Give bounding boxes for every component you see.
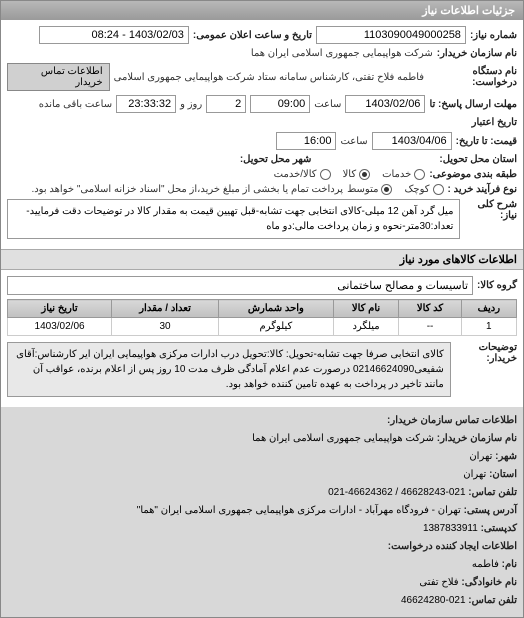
radio-small[interactable]: کوچک xyxy=(404,184,443,195)
radio-services[interactable]: خدمات xyxy=(382,169,425,180)
remaining-time-field: 23:33:32 xyxy=(116,95,176,113)
c-city-label: شهر: xyxy=(495,451,517,462)
c-name: فاطمه xyxy=(472,559,499,570)
response-time-field: 09:00 xyxy=(250,95,310,113)
group-field: تاسیسات و مصالح ساختمانی xyxy=(7,276,473,295)
packaging-radio-group: خدمات کالا کالا/خدمت xyxy=(274,169,426,180)
requester-value: فاطمه فلاح تفتی، کارشناس سامانه ستاد شرک… xyxy=(114,72,424,83)
c-family: فلاح تفتی xyxy=(419,577,458,588)
goods-table: ردیف کد کالا نام کالا واحد شمارش تعداد /… xyxy=(7,299,517,336)
validity-label: تاریخ اعتبار xyxy=(472,117,517,128)
requester-label: نام دستگاه درخواست: xyxy=(428,66,517,88)
response-date-field: 1403/02/06 xyxy=(345,95,425,113)
col-code: کد کالا xyxy=(399,300,461,318)
general-desc-box: میل گرد آهن 12 میلی-کالای انتخابی جهت تش… xyxy=(7,199,460,239)
goods-section: گروه کالا: تاسیسات و مصالح ساختمانی ردیف… xyxy=(1,270,523,407)
panel-title: جزئیات اطلاعات نیاز xyxy=(1,1,523,20)
col-date: تاریخ نیاز xyxy=(8,300,112,318)
price-until-label: قیمت: تا تاریخ: xyxy=(456,136,517,147)
cell-code: -- xyxy=(399,318,461,336)
time-label-1: ساعت xyxy=(314,99,341,110)
c-phone2-label: تلفن تماس: xyxy=(468,595,517,606)
cell-index: 1 xyxy=(461,318,516,336)
contact-section: اطلاعات تماس سازمان خریدار: نام سازمان خ… xyxy=(1,407,523,617)
remaining-label: ساعت باقی مانده xyxy=(39,99,112,110)
province-label: استان محل تحویل: xyxy=(439,154,517,165)
col-unit: واحد شمارش xyxy=(219,300,334,318)
c-family-label: نام خانوادگی: xyxy=(461,577,517,588)
radio-medium[interactable]: متوسط xyxy=(347,184,392,195)
radio-both[interactable]: کالا/خدمت xyxy=(274,169,331,180)
group-label: گروه کالا: xyxy=(477,280,517,291)
payment-radio-group: کوچک متوسط xyxy=(347,184,443,195)
c-city: تهران xyxy=(469,451,492,462)
validity-date-field: 1403/04/06 xyxy=(372,132,452,150)
validity-time-field: 16:00 xyxy=(276,132,336,150)
cell-unit: کیلوگرم xyxy=(219,318,334,336)
days-label: روز و xyxy=(180,99,202,110)
c-org-label: نام سازمان خریدار: xyxy=(437,433,517,444)
radio-icon xyxy=(433,184,444,195)
payment-note: پرداخت تمام یا بخشی از مبلغ خرید،از محل … xyxy=(31,184,343,195)
radio-icon xyxy=(381,184,392,195)
announce-date-field: 1403/02/03 - 08:24 xyxy=(39,26,189,44)
buyer-org-value: شرکت هواپیمایی جمهوری اسلامی ایران هما xyxy=(251,48,433,59)
time-label-2: ساعت xyxy=(340,136,367,147)
c-phone: 021-46628243 / 46624362-021 xyxy=(328,487,465,498)
payment-label: نوع فرآیند خرید : xyxy=(448,184,517,195)
buyer-contact-button[interactable]: اطلاعات تماس خریدار xyxy=(7,63,110,91)
c-name-label: نام: xyxy=(502,559,517,570)
c-phone-label: تلفن تماس: xyxy=(468,487,517,498)
remaining-days-field: 2 xyxy=(206,95,246,113)
buyer-notes-label: توضیحات خریدار: xyxy=(455,342,517,364)
buyer-org-label: نام سازمان خریدار: xyxy=(437,48,517,59)
contact-title: اطلاعات تماس سازمان خریدار: xyxy=(7,413,517,429)
city-label: شهر محل تحویل: xyxy=(240,154,312,165)
cell-qty: 30 xyxy=(112,318,219,336)
create-contact-title: اطلاعات ایجاد کننده درخواست: xyxy=(7,539,517,555)
c-postal-label: کدپستی: xyxy=(481,523,517,534)
col-qty: تعداد / مقدار xyxy=(112,300,219,318)
radio-goods[interactable]: کالا xyxy=(343,169,371,180)
request-number-label: شماره نیاز: xyxy=(470,30,517,41)
announce-date-label: تاریخ و ساعت اعلان عمومی: xyxy=(193,30,312,41)
details-panel: جزئیات اطلاعات نیاز شماره نیاز: 11030900… xyxy=(0,0,524,618)
radio-icon xyxy=(359,169,370,180)
c-province: تهران xyxy=(463,469,486,480)
col-name: نام کالا xyxy=(333,300,399,318)
col-index: ردیف xyxy=(461,300,516,318)
packaging-label: طبقه بندی موضوعی: xyxy=(429,169,517,180)
radio-icon xyxy=(320,169,331,180)
cell-name: میلگرد xyxy=(333,318,399,336)
header-section: شماره نیاز: 1103090049000258 تاریخ و ساع… xyxy=(1,20,523,249)
table-header-row: ردیف کد کالا نام کالا واحد شمارش تعداد /… xyxy=(8,300,517,318)
c-phone2: 021-46624280 xyxy=(401,595,466,606)
request-number-field: 1103090049000258 xyxy=(316,26,466,44)
cell-date: 1403/02/06 xyxy=(8,318,112,336)
c-address-label: آدرس پستی: xyxy=(464,505,517,516)
response-deadline-label: مهلت ارسال پاسخ: تا xyxy=(429,99,517,110)
c-org: شرکت هواپیمایی جمهوری اسلامی ایران هما xyxy=(252,433,434,444)
general-desc-label: شرح کلی نیاز: xyxy=(464,199,517,221)
c-province-label: استان: xyxy=(489,469,517,480)
table-row: 1 -- میلگرد کیلوگرم 30 1403/02/06 xyxy=(8,318,517,336)
goods-section-title: اطلاعات کالاهای مورد نیاز xyxy=(1,249,523,270)
c-address: تهران - فرودگاه مهرآباد - ادارات مرکزی ه… xyxy=(137,505,461,516)
radio-icon xyxy=(414,169,425,180)
buyer-notes-box: کالای انتخابی صرفا جهت تشابه-تحویل: کالا… xyxy=(7,342,451,397)
c-postal: 1387833911 xyxy=(423,523,478,534)
